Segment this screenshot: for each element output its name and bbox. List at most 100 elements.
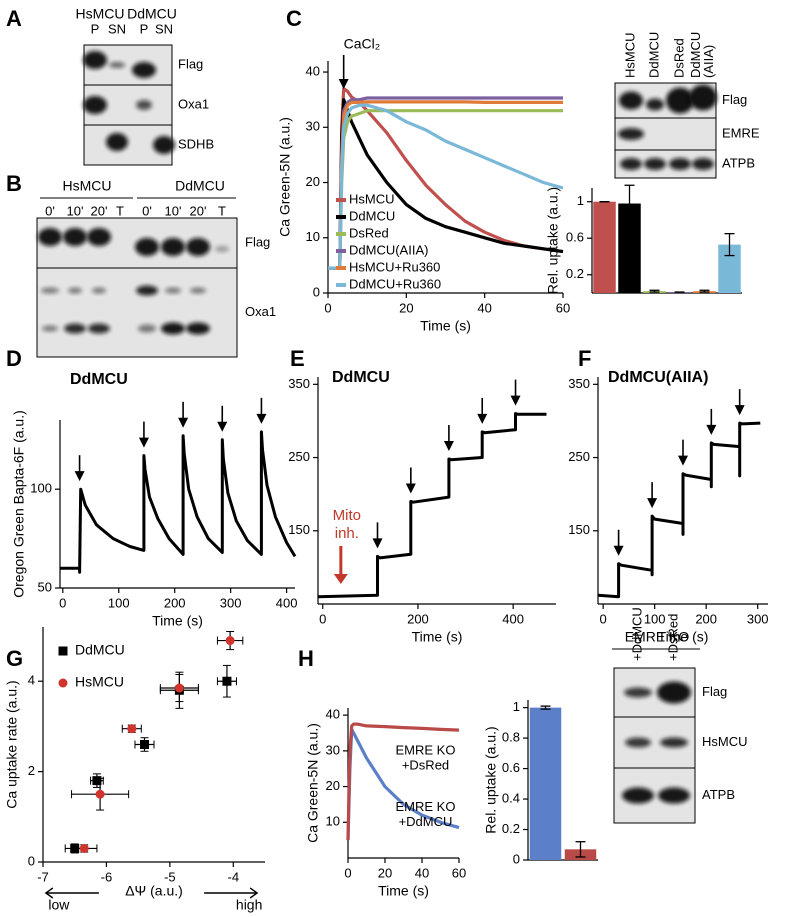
x-tick-label: 100: [108, 595, 130, 610]
blot-band: [190, 287, 206, 294]
arrow-head: [372, 538, 383, 549]
blot-band: [132, 62, 156, 78]
legend-label: DsRed: [349, 225, 389, 240]
point: [139, 740, 149, 749]
blot-lane-label: HsMCU: [622, 33, 637, 79]
arrow-head: [647, 498, 658, 509]
arrow-head: [405, 483, 416, 494]
blot-band: [660, 737, 688, 748]
y-axis-label: Rel. uptake (a.u.): [483, 726, 499, 833]
x-axis-label: Time (s): [412, 629, 463, 645]
error-bar: [649, 289, 660, 293]
y-tick-label: 10: [306, 229, 320, 244]
annotation: CaCl₂: [344, 36, 381, 52]
y-tick-label: 1: [577, 193, 584, 208]
x-tick-label: 200: [164, 595, 186, 610]
y-tick-label: 0.6: [502, 760, 520, 775]
blot-lane-label: SN: [108, 21, 126, 36]
blot-lane-label: 0': [45, 203, 55, 218]
blot-row-label: Flag: [178, 56, 203, 71]
point: [222, 676, 232, 686]
line-series: [328, 103, 564, 270]
y-tick-label: 350: [568, 376, 590, 391]
blot-lane-label: 20': [91, 203, 108, 218]
blot-panel: [36, 267, 238, 358]
blot-lane-label: DdMCU: [688, 32, 703, 78]
x-tick-label: 400: [276, 595, 298, 610]
x-tick-label: 0: [324, 300, 331, 315]
panel-label: F: [578, 346, 591, 371]
arrow-head: [443, 441, 454, 452]
blot-group-label: DdMCU: [175, 178, 225, 194]
x-tick-label: -6: [101, 869, 113, 884]
blot-band: [644, 158, 666, 170]
y-tick-label: 0.4: [502, 790, 520, 805]
axis-arrow: [204, 887, 259, 899]
x-tick-label: -4: [228, 869, 240, 884]
y-tick-label: 4: [28, 673, 35, 688]
y-tick-label: 40: [306, 63, 320, 78]
arrow: [256, 397, 267, 424]
panel-label: C: [286, 6, 302, 31]
legend-label: HsMCU: [349, 191, 395, 206]
blot-row-label: Flag: [722, 92, 747, 107]
line-series: [328, 98, 564, 270]
x-tick-label: 60: [556, 300, 570, 315]
blot-lane-label: P: [91, 21, 100, 36]
arrow: [678, 439, 688, 466]
chart-title: DdMCU: [70, 371, 128, 388]
bar: [593, 201, 616, 293]
blot-band: [646, 98, 664, 111]
blot-row-label: Flag: [702, 684, 727, 699]
blot-band: [689, 84, 717, 111]
x-tick-label: -7: [37, 869, 49, 884]
legend-label: HsMCU: [75, 674, 124, 690]
x-tick-label: 20: [378, 865, 392, 880]
series-label: +DdMCU: [399, 814, 453, 829]
arrow: [706, 408, 717, 435]
arrow-head: [249, 887, 259, 899]
blot-row-label: Flag: [245, 234, 270, 249]
panel-label: G: [6, 646, 23, 671]
arrow-head: [138, 437, 149, 448]
x-tick-label: 300: [747, 611, 769, 626]
legend-swatch: [58, 646, 68, 656]
legend-label: DdMCU: [349, 208, 395, 223]
error-bar: [699, 289, 710, 293]
blot-lane-label: 10': [67, 203, 84, 218]
x-tick-label: 20: [399, 300, 413, 315]
blot-band: [620, 158, 642, 170]
blot-lane-label: P: [140, 21, 149, 36]
blot-lane-label: SN: [155, 21, 173, 36]
y-tick-label: 0.6: [566, 230, 584, 245]
point: [225, 636, 235, 646]
x-tick-label: 0: [600, 611, 607, 626]
arrow-head: [678, 455, 688, 466]
blot-band: [161, 238, 185, 256]
arrow: [138, 421, 149, 448]
blot-band: [666, 87, 694, 114]
arrow-head: [338, 79, 349, 89]
y-tick-label: 250: [568, 449, 590, 464]
blot-band: [136, 100, 152, 110]
y-tick-label: 10: [326, 814, 340, 829]
x-axis-label: ΔΨ (a.u.): [125, 883, 183, 899]
arrow: [333, 546, 348, 584]
blot-group-label: DdMCU: [127, 6, 177, 22]
annotation: high: [236, 897, 262, 913]
arrow-head: [217, 421, 228, 432]
legend-label: DdMCU+Ru360: [349, 276, 441, 291]
arrow-head: [74, 471, 85, 482]
blot-band: [622, 787, 654, 804]
blot-row-label: Oxa1: [245, 304, 276, 319]
blot-group-label: EMRE KO: [625, 629, 690, 645]
panel-label: D: [6, 346, 22, 371]
blot-band: [83, 51, 107, 69]
blot-band: [186, 238, 210, 256]
y-tick-label: 0: [513, 851, 520, 866]
series-label: EMRE KO: [396, 743, 456, 758]
y-tick-label: 30: [326, 742, 340, 757]
x-tick-label: 60: [452, 865, 466, 880]
chart-title: DdMCU(AIIA): [608, 369, 708, 386]
